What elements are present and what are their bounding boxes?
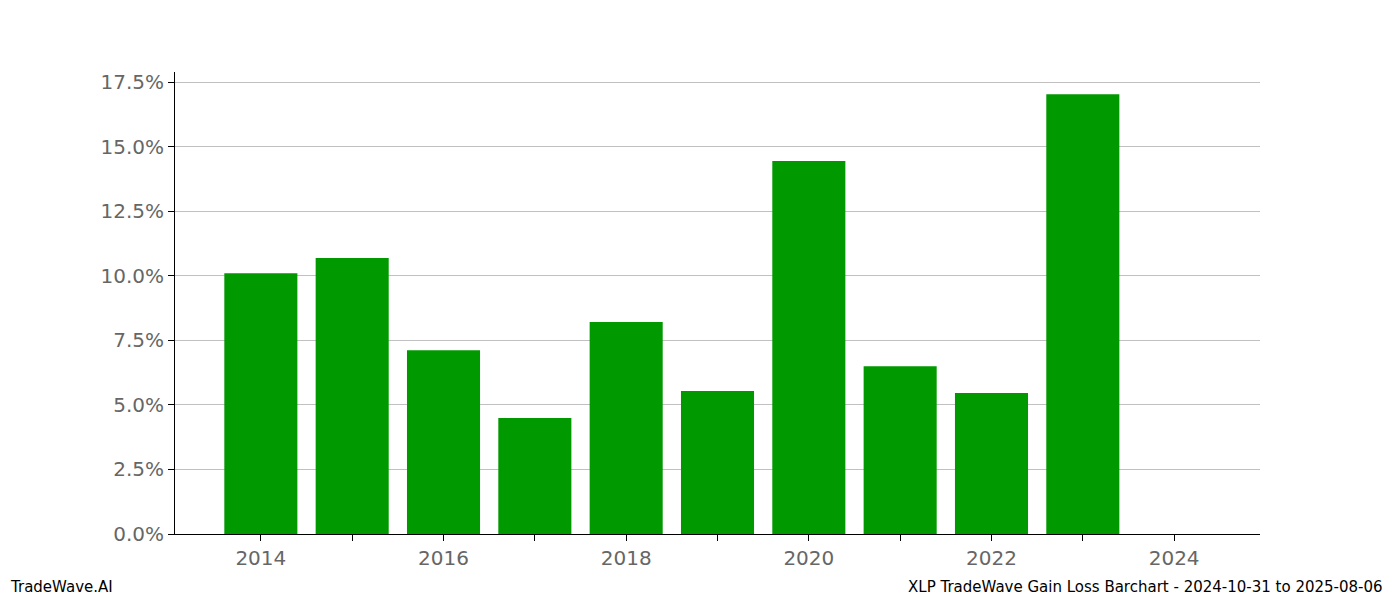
svg-text:5.0%: 5.0% [113,393,164,417]
svg-text:12.5%: 12.5% [100,199,164,223]
svg-text:2.5%: 2.5% [113,457,164,481]
svg-text:2018: 2018 [601,546,652,570]
svg-text:0.0%: 0.0% [113,522,164,546]
svg-text:2020: 2020 [783,546,834,570]
svg-text:2014: 2014 [235,546,286,570]
svg-text:2024: 2024 [1149,546,1200,570]
svg-text:15.0%: 15.0% [100,135,164,159]
svg-text:XLP TradeWave Gain Loss Barcha: XLP TradeWave Gain Loss Barchart - 2024-… [908,578,1383,596]
svg-text:10.0%: 10.0% [100,264,164,288]
svg-text:TradeWave.AI: TradeWave.AI [10,578,113,596]
svg-text:2016: 2016 [418,546,469,570]
svg-text:7.5%: 7.5% [113,328,164,352]
svg-text:17.5%: 17.5% [100,70,164,94]
svg-text:2022: 2022 [966,546,1017,570]
